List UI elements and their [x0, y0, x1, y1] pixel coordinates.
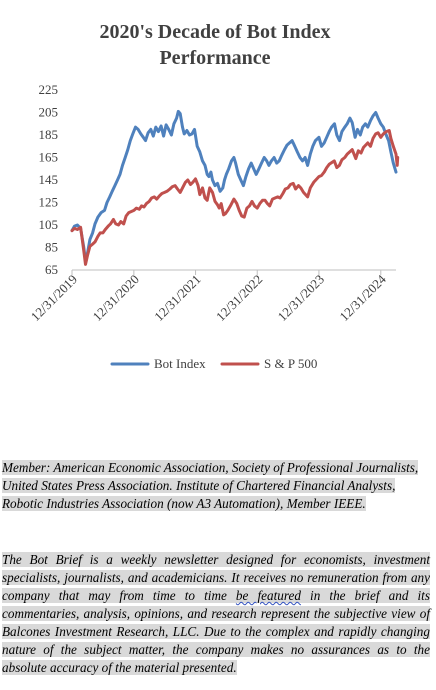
series-line-bot-index: [70, 109, 398, 263]
x-tick-label: 12/31/2024: [336, 271, 389, 324]
y-tick-label: 185: [39, 127, 59, 142]
legend-label: S & P 500: [264, 356, 317, 371]
x-tick-label: 12/31/2023: [275, 272, 327, 324]
chart-title-line-1: 2020's Decade of Bot Index: [99, 21, 330, 43]
chart-title-line-2: Performance: [159, 47, 270, 69]
series-line-sp500: [70, 129, 400, 266]
series-layer: [70, 109, 400, 266]
membership-note: Member: American Economic Association, S…: [2, 459, 430, 513]
y-tick-label: 65: [45, 262, 58, 277]
y-tick-label: 125: [39, 195, 59, 210]
x-tick-label: 12/31/2020: [89, 272, 141, 324]
chart-container: 2020's Decade of Bot Index Performance 6…: [28, 21, 400, 371]
y-tick-label: 225: [39, 82, 59, 97]
chart-svg: 2020's Decade of Bot Index Performance 6…: [28, 21, 400, 371]
x-axis: 12/31/2019 12/31/2020 12/31/2021 12/31/2022…: [28, 269, 396, 324]
membership-text: Member: American Economic Association, S…: [2, 460, 419, 511]
legend-label: Bot Index: [154, 356, 206, 371]
disclaimer-note: The Bot Brief is a weekly newsletter des…: [2, 551, 430, 677]
y-tick-label: 105: [39, 217, 59, 232]
y-axis: 65 85 105 125 145 165 185 205 225: [39, 82, 59, 277]
x-tick-label: 12/31/2021: [151, 272, 203, 324]
legend: Bot Index S & P 500: [110, 356, 317, 371]
y-tick-label: 165: [39, 150, 59, 165]
y-tick-label: 85: [45, 240, 58, 255]
y-tick-label: 205: [39, 105, 59, 120]
y-tick-label: 145: [39, 172, 59, 187]
x-tick-label: 12/31/2019: [28, 272, 80, 324]
x-tick-label: 12/31/2022: [213, 272, 265, 324]
disclaimer-text-flagged: be featured: [235, 588, 301, 603]
